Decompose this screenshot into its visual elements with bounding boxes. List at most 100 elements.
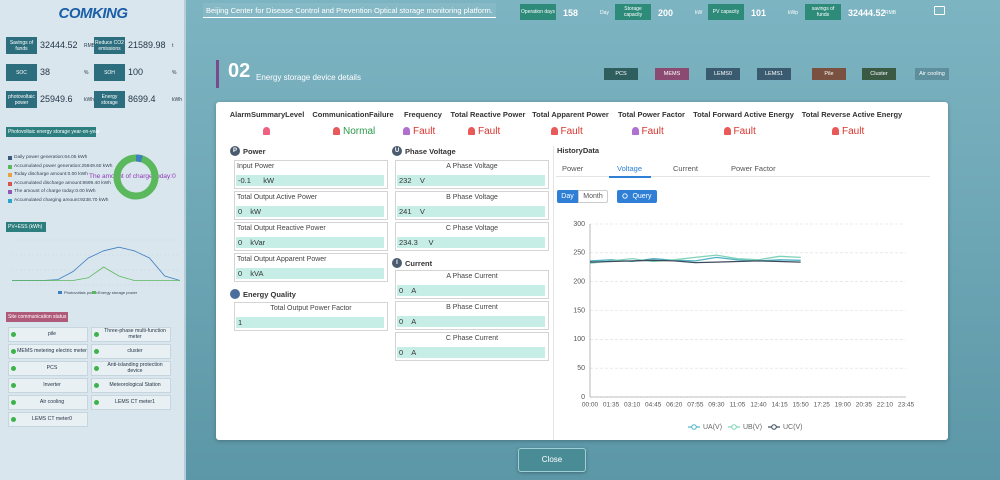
group-title: Current [405,259,433,268]
status-dot [94,366,99,371]
status-label: Total Reverse Active Energy [801,110,903,119]
value-number: -0.1 [238,176,251,185]
device-tab[interactable]: LEMS0 [706,68,740,80]
value-card-label: B Phase Voltage [446,194,498,201]
logo: COMKING [58,5,129,22]
stat-unit: % [172,70,177,76]
status-label: Total Forward Active Energy [693,110,794,119]
alarm-icon [723,127,731,135]
stat-value: 100 [128,67,144,77]
status-dot [94,400,99,405]
value-card [395,332,549,361]
history-tab[interactable]: Current [673,164,699,173]
site-name: LEMS CT meter0 [32,415,72,422]
chip-label: PV capacity [708,4,744,20]
device-tab[interactable]: Air cooling [915,68,949,80]
value-row [397,175,545,186]
value-unit: kW [250,207,262,216]
status-dot [11,332,16,337]
status-label: Total Power Factor [618,110,685,119]
legend-dot [8,190,12,194]
stat-label: Energy storage [94,91,125,108]
status-dot [11,417,16,422]
site-item [91,361,171,376]
chip-value: 32444.52 [848,8,886,18]
chip-unit: RMB [885,10,897,16]
value-number: 0 [399,286,404,295]
history-tab[interactable]: Voltage [617,164,643,173]
value-number: 232 [399,176,412,185]
value-card-label: A Phase Current [446,273,498,280]
month-button[interactable]: Month [578,190,608,203]
energy-item: Accumulated discharge amount:8699.40 kWh [14,180,111,186]
site-item [91,395,171,410]
alarm-icon [631,127,639,135]
site-item [8,327,88,342]
stat-unit: t [172,43,174,49]
history-tab[interactable]: Power [562,164,584,173]
chip-value: 101 [751,8,767,18]
value-card-label: B Phase Current [446,304,498,311]
value-unit: V [428,238,434,247]
site-item [91,344,171,359]
tab-underline [609,176,651,178]
stat-value: 8699.4 [128,94,156,104]
site-name: Anti-islanding protection device [107,362,163,374]
group-icon: I [392,258,402,268]
device-tab[interactable]: PCS [604,68,638,80]
day-button[interactable]: Day [557,190,578,203]
query-button[interactable]: Query [617,190,657,203]
legend-dot [8,156,12,160]
value-card [395,160,549,189]
stat-label: Savings of funds [6,37,37,54]
history-tab[interactable]: Power Factor [731,164,776,173]
platform-title: Beijing Center for Disease Control and P… [203,3,496,18]
divider [553,146,554,440]
stat-unit: kWh [84,97,94,103]
status-state: Fault [478,126,501,137]
value-card [234,160,388,189]
value-row [397,237,545,248]
tab-bar [556,160,930,177]
stat-value: 32444.52 [40,40,78,50]
status-state: Fault [560,126,583,137]
status-label: AlarmSummaryLevel [229,110,305,119]
value-number: 0 [238,207,243,216]
value-unit: A [411,348,417,357]
device-tab[interactable]: Cluster [862,68,896,80]
chip-label: savings of funds [805,4,841,20]
energy-item: Accumulated power generation:25949.60 kW… [14,163,113,169]
status-dot [11,366,16,371]
device-tab[interactable]: Pile [812,68,846,80]
status-dot [94,383,99,388]
close-button[interactable]: Close [518,448,586,472]
device-tab[interactable]: MEMS [655,68,689,80]
status-label: Total Apparent Power [532,110,609,119]
value-card-label: A Phase Voltage [446,163,498,170]
legend-dot [8,198,12,203]
stat-value: 38 [40,67,51,77]
donut-label: The amount of charge today:0 [89,173,176,180]
status-dot [94,332,99,337]
value-unit: A [411,317,417,326]
value-card [234,222,388,251]
chip-unit: kW [695,10,703,16]
value-card-label: C Phase Current [445,335,499,342]
value-card-label: Total Output Apparent Power [237,256,327,263]
chip-label: Storage capacity [615,4,651,20]
legend-dot [8,181,12,186]
chip-value: 158 [563,8,579,18]
device-tab[interactable]: LEMS1 [757,68,791,80]
value-card-label: C Phase Voltage [445,225,499,232]
stat-unit: kWh [172,97,182,103]
stat-label: SOH [94,64,125,81]
value-number: 0 [238,269,243,278]
value-card [234,253,388,282]
stat-unit: RMB [84,43,96,49]
value-card [395,191,549,220]
value-card [234,302,388,331]
chip-unit: Day [600,10,609,16]
site-name: MEMS metering electric meter [17,347,87,354]
alarm-icon [832,127,839,135]
chip-value: 200 [658,8,674,18]
